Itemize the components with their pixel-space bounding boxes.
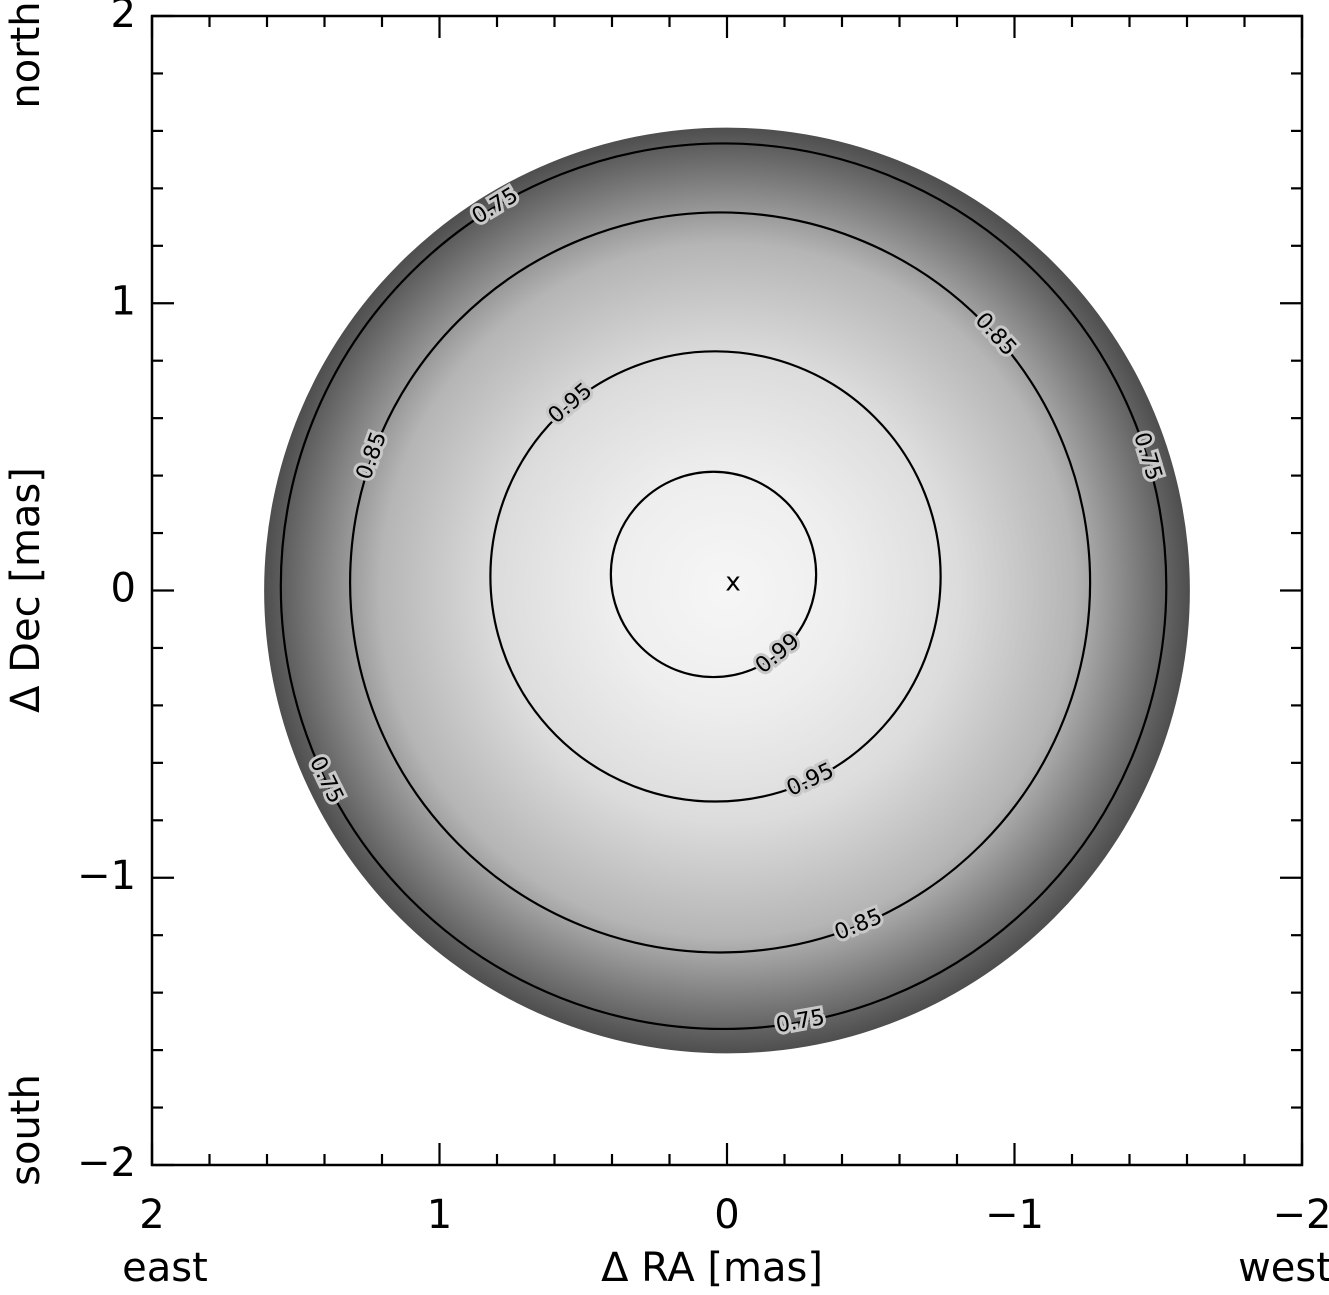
plot: 0.750.750.750.750.850.850.850.950.950.99… bbox=[77, 0, 1329, 1238]
west-label: west bbox=[1238, 1245, 1329, 1291]
contour-line bbox=[279, 142, 1168, 1031]
stellar-disk bbox=[264, 127, 1190, 1054]
x-tick-label: 0 bbox=[714, 1192, 739, 1238]
center-marker: x bbox=[725, 568, 740, 598]
north-label: north bbox=[3, 1, 49, 108]
x-tick-label: −1 bbox=[985, 1192, 1044, 1238]
east-label: east bbox=[122, 1245, 208, 1291]
y-tick-label: 0 bbox=[111, 566, 136, 612]
contour-line bbox=[348, 211, 1092, 954]
y-tick-label: −1 bbox=[77, 853, 136, 899]
y-tick-label: 1 bbox=[111, 278, 136, 324]
x-axis-label: Δ RA [mas] bbox=[601, 1245, 823, 1291]
y-tick-label: −2 bbox=[77, 1140, 136, 1186]
x-tick-label: 2 bbox=[139, 1192, 164, 1238]
contour-line bbox=[489, 350, 942, 803]
south-label: south bbox=[3, 1074, 49, 1186]
x-tick-label: −2 bbox=[1273, 1192, 1329, 1238]
y-axis-label: Δ Dec [mas] bbox=[3, 467, 49, 713]
x-tick-label: 1 bbox=[427, 1192, 452, 1238]
contour-line bbox=[609, 470, 818, 679]
y-tick-label: 2 bbox=[111, 0, 136, 37]
